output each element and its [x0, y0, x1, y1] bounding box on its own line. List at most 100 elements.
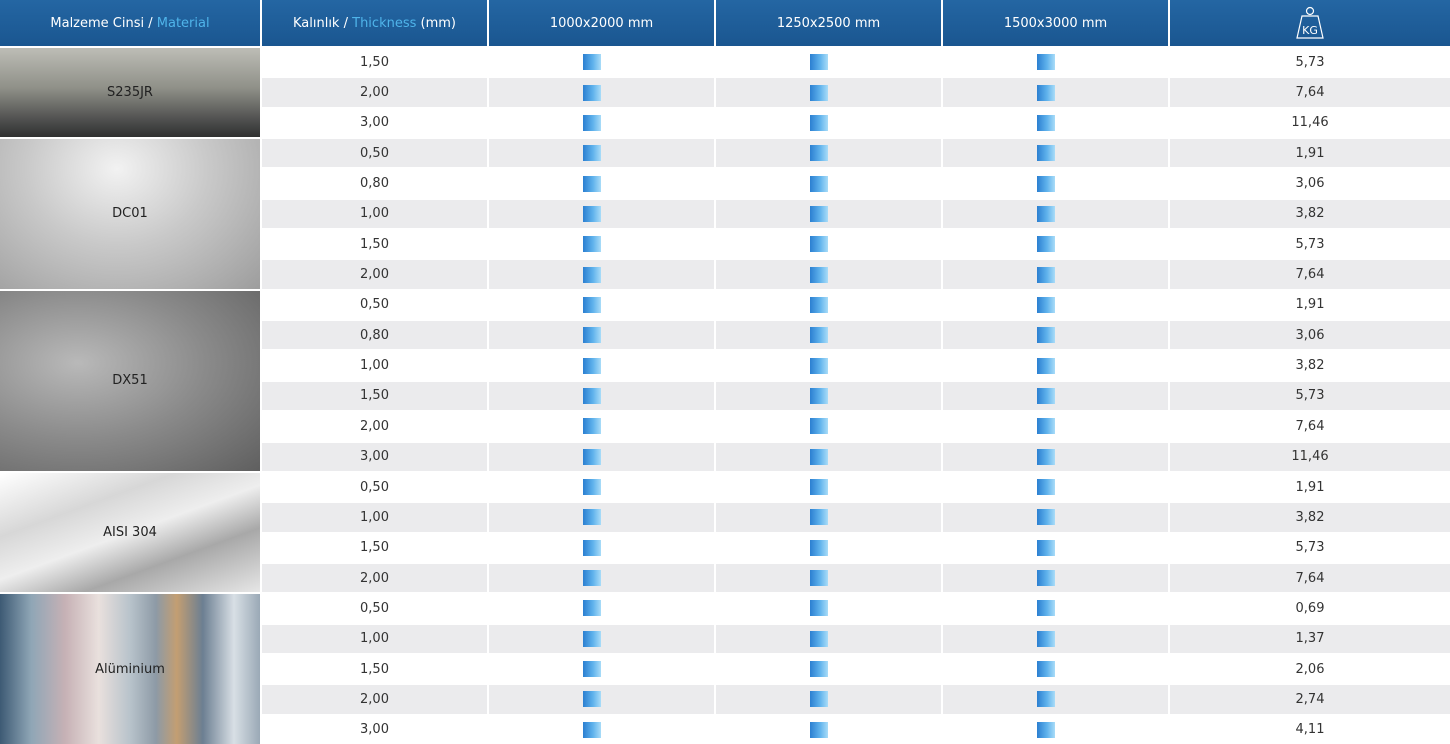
availability-cell — [716, 503, 941, 531]
availability-icon — [583, 418, 601, 434]
availability-cell — [943, 382, 1168, 410]
availability-cell — [489, 351, 714, 379]
availability-icon — [1037, 176, 1055, 192]
availability-cell — [943, 139, 1168, 167]
availability-cell — [943, 169, 1168, 197]
availability-icon — [1037, 449, 1055, 465]
header-cell: Malzeme Cinsi / Material — [0, 0, 260, 46]
availability-cell — [943, 78, 1168, 106]
thickness-cell: 2,00 — [262, 685, 487, 713]
availability-icon — [810, 691, 828, 707]
availability-cell — [489, 48, 714, 76]
weight-cell: 4,11 — [1170, 716, 1450, 744]
availability-cell — [716, 382, 941, 410]
availability-cell — [489, 230, 714, 258]
availability-icon — [583, 54, 601, 70]
availability-icon — [810, 509, 828, 525]
availability-icon — [810, 661, 828, 677]
availability-cell — [943, 655, 1168, 683]
availability-icon — [583, 509, 601, 525]
weight-icon: KG — [1295, 6, 1325, 40]
availability-icon — [810, 449, 828, 465]
availability-icon — [1037, 631, 1055, 647]
availability-icon — [583, 115, 601, 131]
availability-icon — [810, 176, 828, 192]
availability-icon — [583, 540, 601, 556]
availability-icon — [1037, 479, 1055, 495]
page: {"header": {"material": {"label": "Malze… — [0, 0, 1450, 744]
header-cell: 1250x2500 mm — [716, 0, 941, 46]
weight-cell: 3,82 — [1170, 503, 1450, 531]
thickness-cell: 3,00 — [262, 443, 487, 471]
availability-icon — [1037, 85, 1055, 101]
material-cell: DC01 — [0, 139, 260, 289]
availability-cell — [716, 260, 941, 288]
availability-cell — [716, 534, 941, 562]
material-name: AISI 304 — [103, 525, 157, 540]
weight-cell: 11,46 — [1170, 443, 1450, 471]
availability-cell — [489, 473, 714, 501]
thickness-cell: 2,00 — [262, 260, 487, 288]
availability-icon — [810, 358, 828, 374]
header-cell: 1000x2000 mm — [489, 0, 714, 46]
availability-icon — [810, 145, 828, 161]
availability-cell — [489, 594, 714, 622]
availability-cell — [489, 78, 714, 106]
thickness-cell: 1,00 — [262, 625, 487, 653]
thickness-cell: 0,80 — [262, 321, 487, 349]
availability-icon — [583, 722, 601, 738]
weight-cell: 2,06 — [1170, 655, 1450, 683]
availability-cell — [489, 534, 714, 562]
thickness-cell: 1,50 — [262, 655, 487, 683]
availability-cell — [716, 716, 941, 744]
availability-cell — [716, 594, 941, 622]
availability-cell — [716, 291, 941, 319]
weight-cell: 1,37 — [1170, 625, 1450, 653]
availability-cell — [489, 321, 714, 349]
availability-cell — [943, 291, 1168, 319]
availability-icon — [1037, 54, 1055, 70]
availability-icon — [583, 176, 601, 192]
availability-icon — [810, 479, 828, 495]
availability-icon — [1037, 691, 1055, 707]
availability-cell — [943, 351, 1168, 379]
availability-cell — [489, 139, 714, 167]
weight-cell: 5,73 — [1170, 48, 1450, 76]
thickness-cell: 2,00 — [262, 412, 487, 440]
header-cell: KG — [1170, 0, 1450, 46]
material-name: Alüminium — [95, 662, 165, 677]
material-cell: S235JR — [0, 48, 260, 137]
availability-icon — [1037, 236, 1055, 252]
availability-icon — [1037, 722, 1055, 738]
availability-cell — [943, 503, 1168, 531]
availability-icon — [583, 327, 601, 343]
availability-cell — [943, 625, 1168, 653]
material-cell: Alüminium — [0, 594, 260, 744]
weight-cell: 3,06 — [1170, 321, 1450, 349]
header-unit: (mm) — [421, 16, 456, 31]
availability-icon — [1037, 206, 1055, 222]
weight-cell: 7,64 — [1170, 260, 1450, 288]
availability-cell — [716, 169, 941, 197]
availability-icon — [583, 297, 601, 313]
thickness-cell: 0,50 — [262, 594, 487, 622]
availability-icon — [1037, 327, 1055, 343]
thickness-cell: 1,50 — [262, 534, 487, 562]
availability-cell — [489, 716, 714, 744]
thickness-cell: 2,00 — [262, 78, 487, 106]
thickness-cell: 3,00 — [262, 716, 487, 744]
availability-icon — [810, 267, 828, 283]
availability-icon — [810, 206, 828, 222]
availability-cell — [943, 594, 1168, 622]
availability-icon — [583, 600, 601, 616]
thickness-cell: 0,50 — [262, 139, 487, 167]
availability-icon — [810, 85, 828, 101]
material-cell: AISI 304 — [0, 473, 260, 592]
weight-cell: 0,69 — [1170, 594, 1450, 622]
availability-cell — [489, 260, 714, 288]
availability-cell — [489, 412, 714, 440]
availability-cell — [943, 473, 1168, 501]
availability-icon — [583, 691, 601, 707]
availability-cell — [489, 382, 714, 410]
availability-icon — [1037, 297, 1055, 313]
